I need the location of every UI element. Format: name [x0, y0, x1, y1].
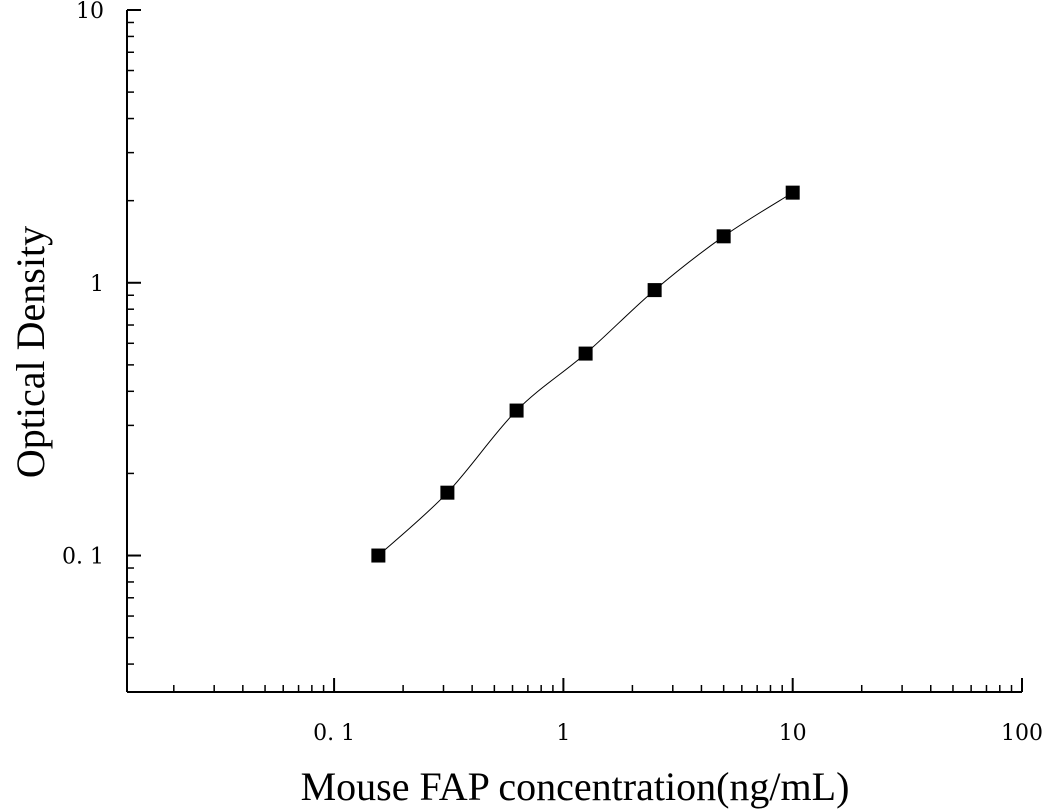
data-point	[578, 346, 593, 361]
data-point	[509, 403, 524, 418]
data-point	[647, 283, 662, 298]
y-tick-label: 1	[90, 272, 104, 297]
y-tick-label: 10	[76, 0, 104, 24]
data-points	[371, 185, 800, 563]
y-axis-title: Optical Density	[8, 226, 53, 478]
data-point	[716, 229, 731, 244]
fit-curve	[378, 192, 793, 556]
x-tick-label: 100	[1001, 721, 1043, 746]
axes: 0. 1 1 10 100 0. 1 1 10	[62, 0, 1043, 746]
data-point	[785, 185, 800, 200]
x-tick-label: 0. 1	[313, 721, 355, 746]
x-tick-label: 1	[556, 721, 570, 746]
x-axis-title: Mouse FAP concentration(ng/mL)	[301, 764, 850, 809]
y-tick-label: 0. 1	[62, 545, 104, 570]
x-tick-label: 10	[779, 721, 807, 746]
data-point	[371, 548, 386, 563]
data-point	[440, 485, 455, 500]
